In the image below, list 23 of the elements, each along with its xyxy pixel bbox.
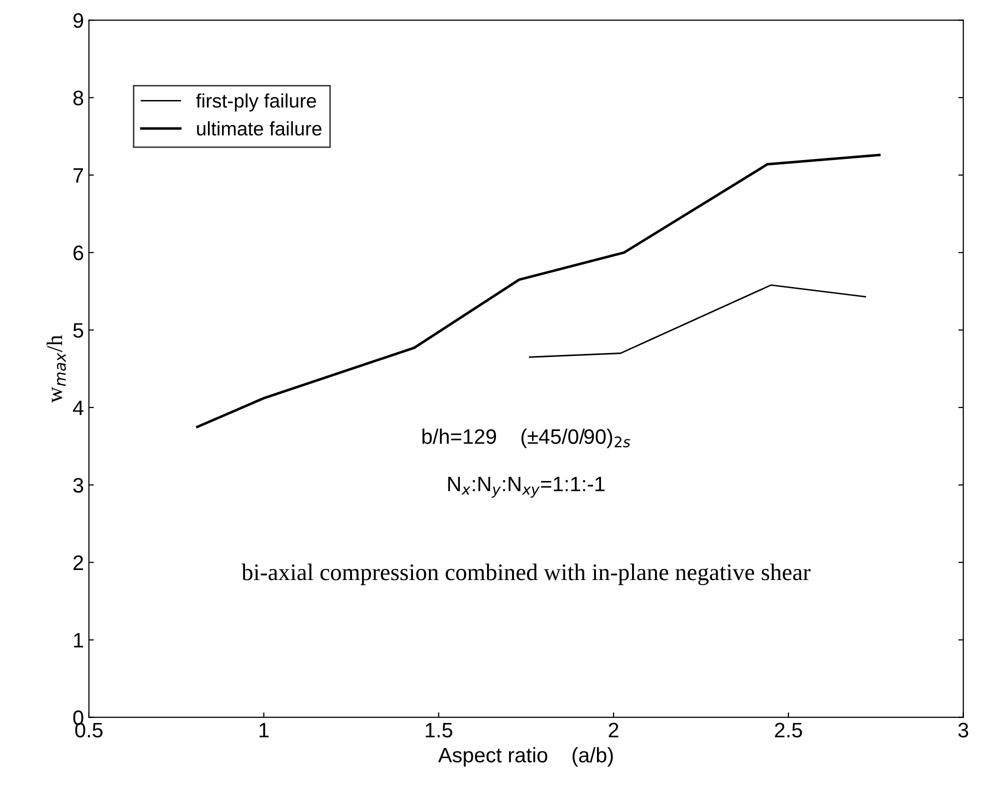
y-axis-title: w$_{max}$/h [46,335,66,403]
x-tick-label: 1.5 [426,722,452,738]
x-tick-label: 2 [608,722,618,738]
x-tick-label: 1 [260,722,269,738]
y-tick-label: 5 [73,323,84,338]
line-series [196,154,881,428]
x-axis-title: Aspect ratio (a/b) [438,747,613,767]
y-tick-label: 8 [73,90,84,106]
y-tick-label: 1 [74,633,84,648]
x-tick-label: 3 [958,722,968,738]
y-tick-label: 4 [72,400,84,416]
annotation: b/h=129 (±45/0/90)$_{2s}$ [422,428,630,448]
annotation: N$_{x}$:N$_{y}$:N$_{xy}$=1:1:-1 [448,476,604,498]
annotation: bi-axial compression combined with in-plane negative shear [242,564,810,586]
y-tick-label: 9 [73,13,84,28]
x-tick-label: 2.5 [774,722,802,738]
y-tick-label: 2 [74,555,84,570]
y-tick-label: 7 [74,168,84,183]
legend-label: first-ply failure [196,93,316,112]
line-series [528,284,866,358]
y-tick-label: 6 [74,246,84,260]
legend-label: ultimate failure [197,121,322,136]
y-tick-label: 3 [73,478,84,493]
